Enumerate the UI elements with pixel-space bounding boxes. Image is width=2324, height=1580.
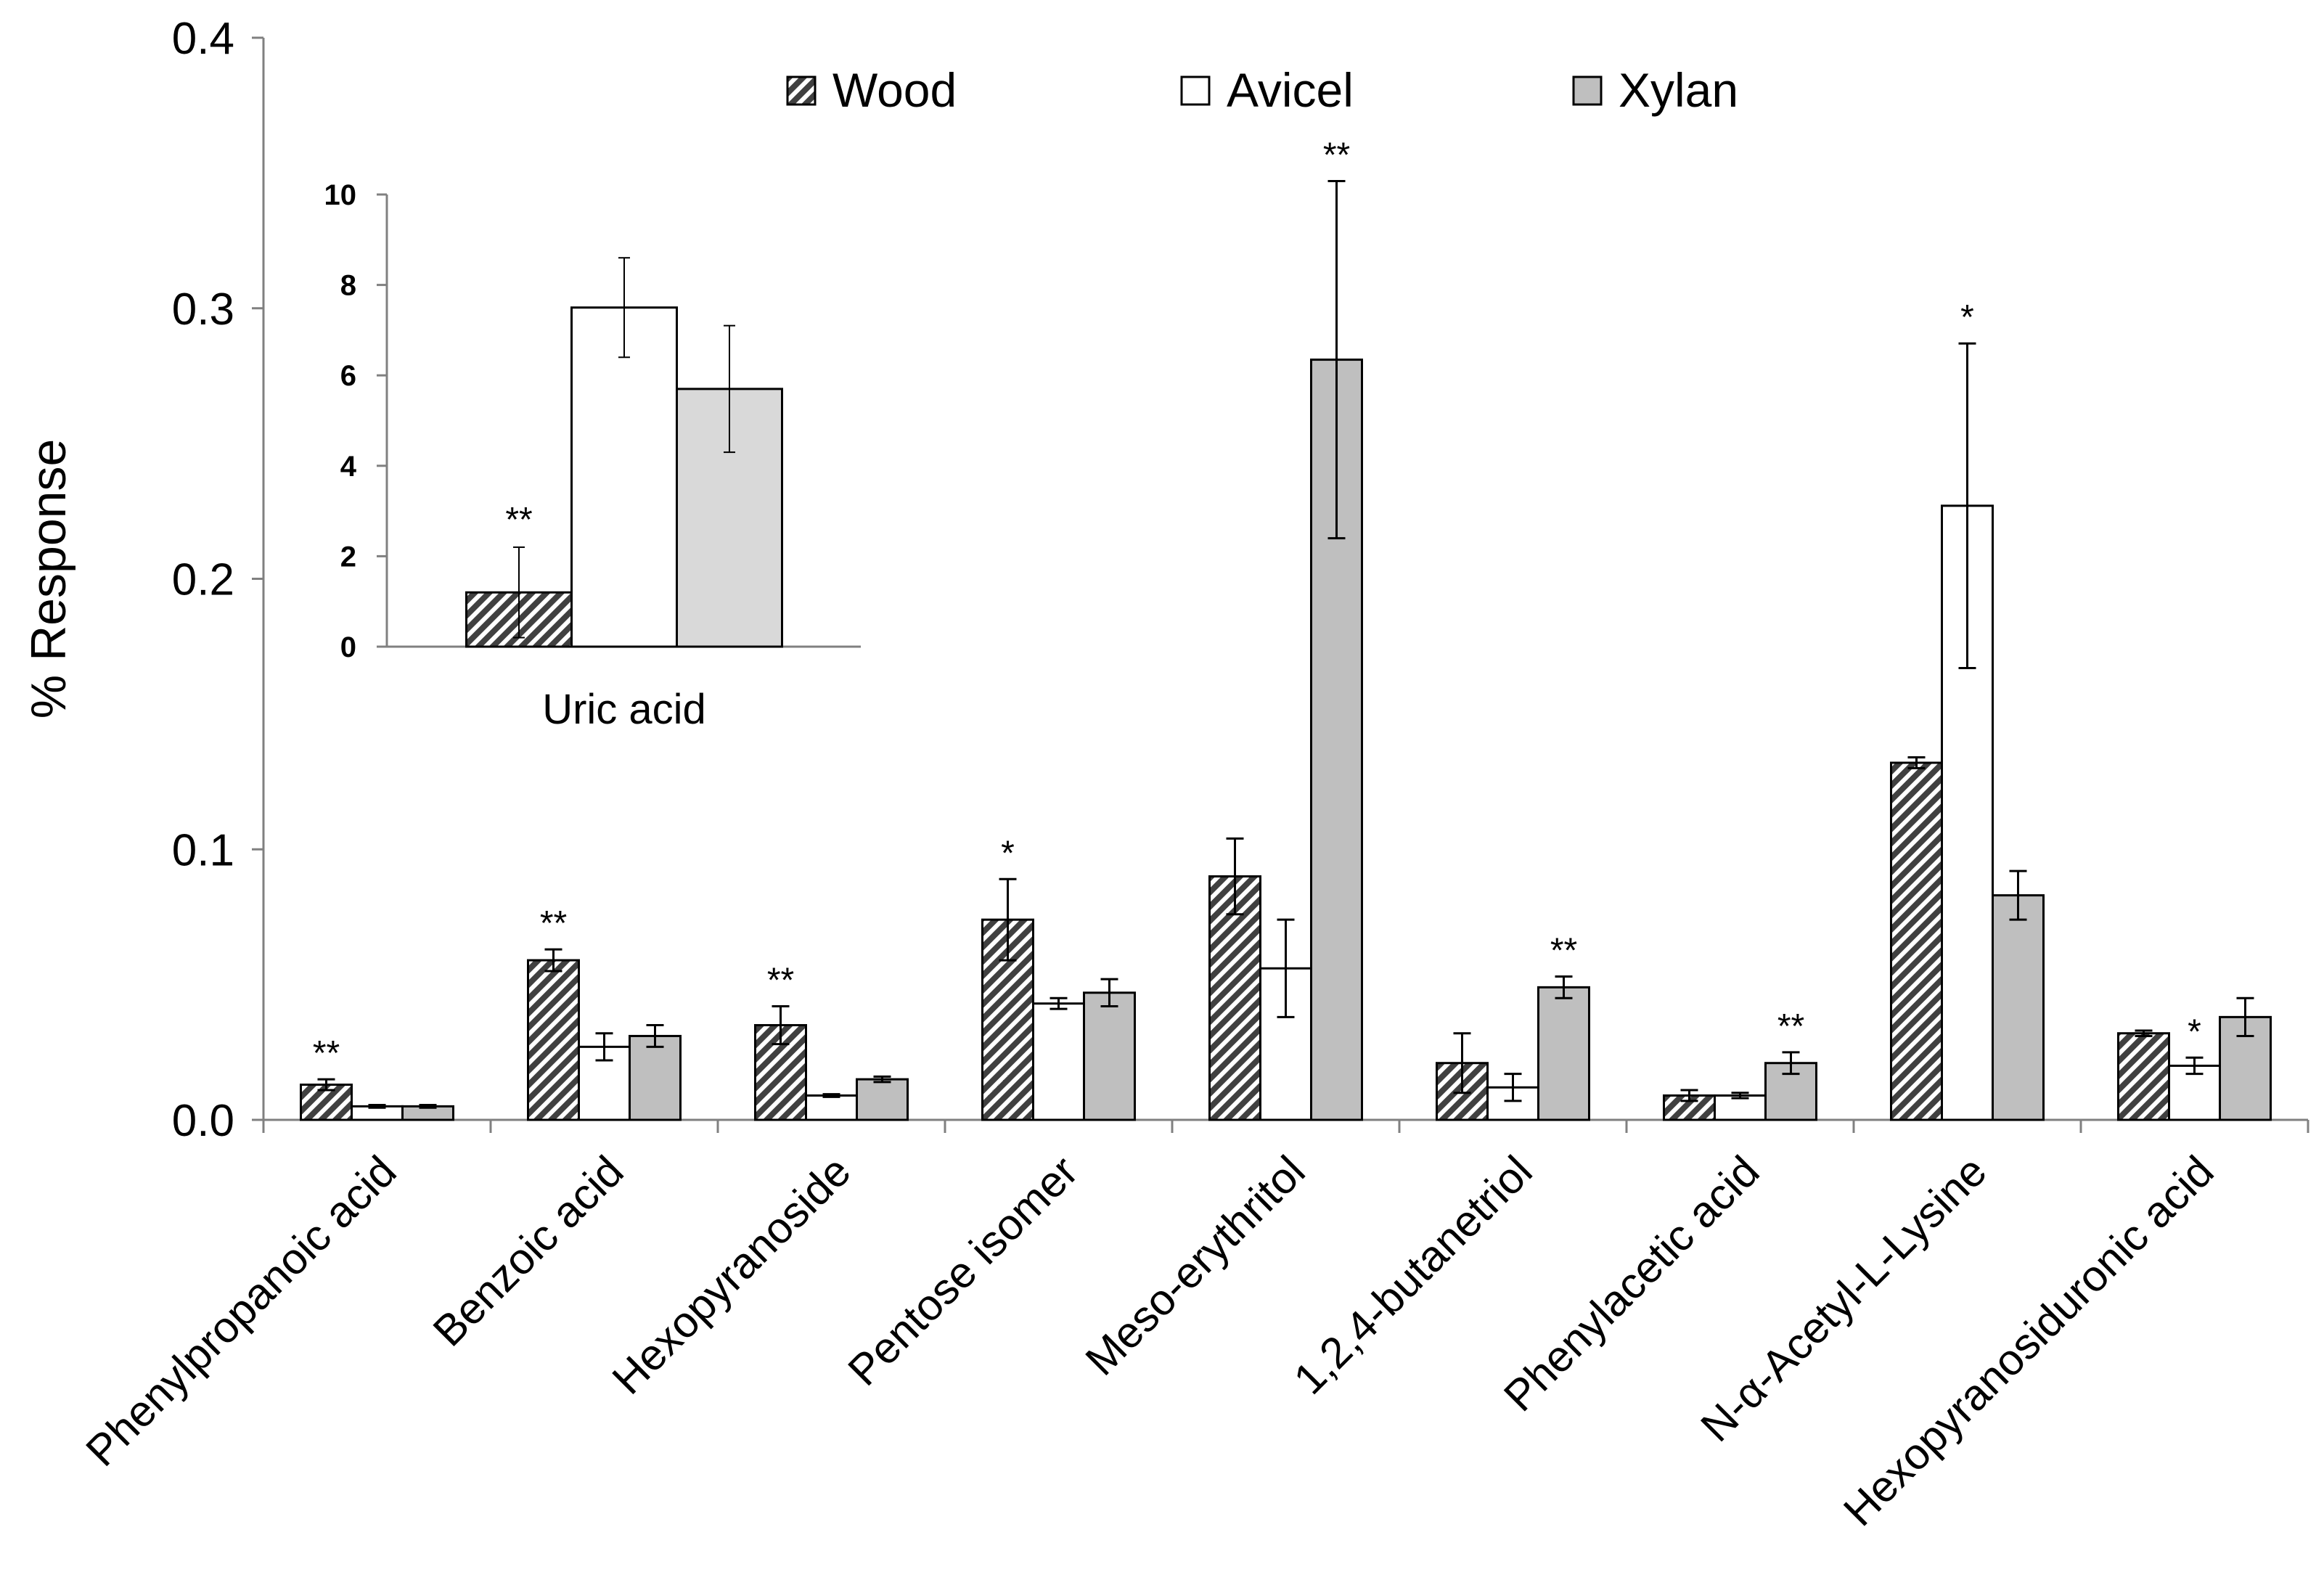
- inset-y-tick-label: 8: [340, 270, 356, 302]
- significance-label: **: [1550, 931, 1577, 970]
- bar-avicel-pentose-isomer: [1032, 1002, 1085, 1121]
- y-tick-label: 0.2: [172, 555, 234, 605]
- bar-wood-n-acetyl-l-lysine: [1890, 761, 1943, 1121]
- y-axis-title: % Response: [21, 439, 76, 719]
- y-tick-label: 0.4: [172, 14, 234, 64]
- inset-significance-label: **: [505, 501, 532, 539]
- x-tick-label: Benzoic acid: [424, 1147, 633, 1356]
- inset-bar-avicel: [570, 306, 678, 648]
- bar-xylan-hexopyranoside: [856, 1078, 909, 1121]
- y-tick-label: 0.3: [172, 285, 234, 335]
- legend: Wood Avicel Xylan: [786, 63, 1738, 117]
- bar-wood-hexopyranosiduronic-acid: [2117, 1032, 2170, 1121]
- inset-x-tick-label: Uric acid: [542, 686, 706, 733]
- significance-label: **: [540, 904, 567, 943]
- legend-swatch-avicel: [1180, 75, 1211, 106]
- y-tick-label: 0.1: [172, 825, 234, 875]
- significance-label: *: [2188, 1012, 2201, 1051]
- x-tick-label: Hexopyranosiduronic acid: [1834, 1147, 2223, 1536]
- inset-y-tick-label: 6: [340, 360, 356, 392]
- inset-y-tick-label: 10: [324, 179, 357, 211]
- bar-xylan-benzoic-acid: [629, 1034, 682, 1121]
- significance-label: *: [1960, 298, 1974, 337]
- bar-xylan-1-2-4-butanetriol: [1537, 986, 1590, 1121]
- y-tick-label: 0.0: [172, 1096, 234, 1146]
- significance-label: *: [1001, 834, 1015, 872]
- bar-xylan-pentose-isomer: [1083, 991, 1136, 1121]
- legend-swatch-xylan: [1572, 75, 1603, 106]
- significance-label: **: [313, 1034, 340, 1073]
- significance-label: **: [1777, 1007, 1804, 1046]
- main-chart: 0.0 0.1 0.2 0.3 0.4 % Response Phenylpropanoic…: [21, 14, 2309, 1536]
- significance-label: **: [1323, 136, 1350, 175]
- legend-swatch-wood: [786, 75, 817, 106]
- x-tick-label: Phenylpropanoic acid: [77, 1147, 406, 1475]
- inset-y-tick-label: 4: [340, 451, 357, 483]
- bar-wood-benzoic-acid: [527, 959, 580, 1121]
- legend-label-avicel: Avicel: [1227, 63, 1354, 117]
- x-tick-label: Pentose isomer: [839, 1147, 1087, 1395]
- inset-y-tick-label: 0: [340, 631, 356, 663]
- bar-xylan-n-acetyl-l-lysine: [1992, 894, 2045, 1121]
- inset-y-tick-label: 2: [340, 541, 356, 573]
- x-tick-label: Hexopyranoside: [603, 1147, 860, 1404]
- significance-label: **: [767, 961, 794, 999]
- x-tick-label: Meso-erythritol: [1076, 1147, 1314, 1385]
- legend-label-xylan: Xylan: [1619, 63, 1738, 117]
- bar-wood-meso-erythritol: [1208, 875, 1261, 1121]
- x-tick-label: 1,2,4-butanetriol: [1285, 1147, 1542, 1404]
- legend-label-wood: Wood: [832, 63, 957, 117]
- bar-avicel-hexopyranoside: [805, 1094, 858, 1121]
- inset-chart: 0 2 4 6 8 10 ** Uric acid: [324, 179, 861, 733]
